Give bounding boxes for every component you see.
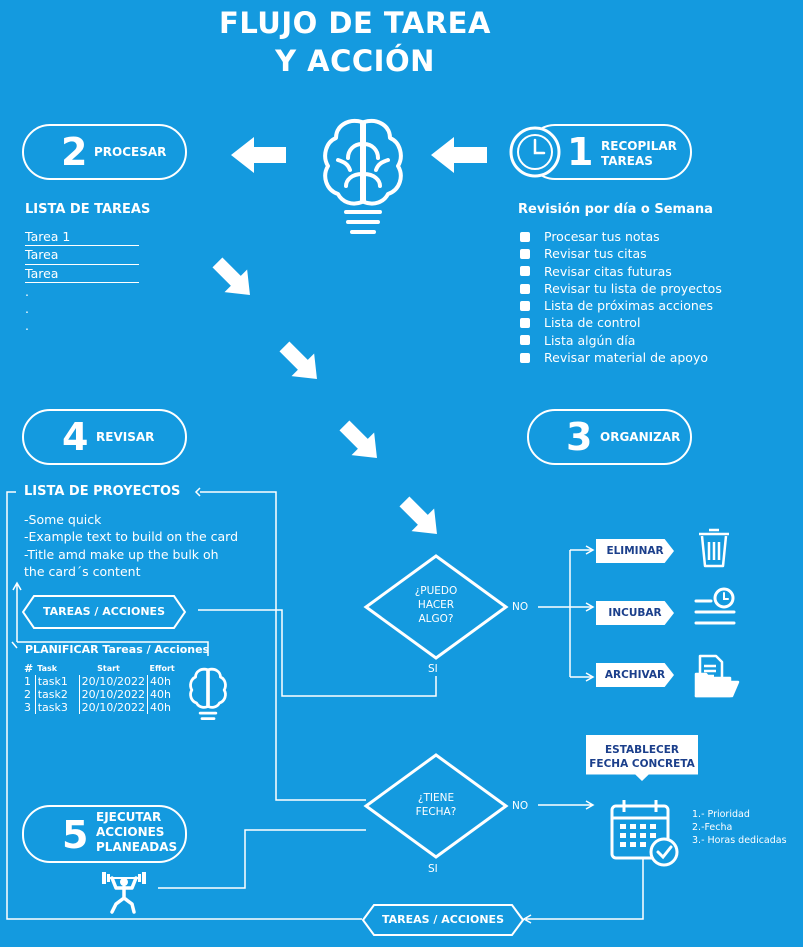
title-line-2: Y ACCIÓN (275, 44, 435, 78)
review-item: Lista algún día (520, 332, 722, 349)
step-2-card: 2 PROCESAR (22, 124, 187, 180)
brain-bulb-icon (323, 119, 403, 234)
step-1-label-1: RECOPILAR (601, 139, 677, 153)
date-box: ESTABLECER FECHA CONCRETA (586, 735, 698, 781)
clock-icon (509, 126, 561, 178)
task-dot: . (25, 301, 29, 317)
checkbox-icon (520, 318, 530, 329)
diag-arrow-3 (339, 420, 377, 458)
title-line-1: FLUJO DE TAREA (219, 6, 491, 40)
projects-heading: LISTA DE PROYECTOS (24, 484, 181, 499)
step-2-label: PROCESAR (94, 145, 167, 159)
plan-header-row: # Task Start Effort (24, 662, 175, 675)
task-dot: . (25, 283, 29, 299)
arrow-to-brain (431, 137, 487, 173)
review-item: Revisar tu lista de proyectos (520, 280, 722, 297)
step-1-number: 1 (567, 130, 594, 174)
step-4-label: REVISAR (96, 430, 155, 444)
review-list: Procesar tus notas Revisar tus citas Rev… (520, 228, 722, 366)
plan-left-line (11, 581, 209, 656)
tareas-acciones-label-1: TAREAS / ACCIONES (42, 605, 165, 618)
decision-1-no: NO (512, 601, 529, 613)
diag-arrow-2 (279, 341, 317, 379)
review-item: Lista de próximas acciones (520, 297, 722, 314)
checkbox-icon (520, 352, 530, 363)
priorities-list: 1.- Prioridad 2.-Fecha 3.- Horas dedicad… (692, 809, 787, 846)
decision-2-si: SI (428, 863, 438, 875)
incubate-clock-icon (694, 587, 736, 625)
decision-1-si: SI (428, 663, 438, 675)
review-heading: Revisión por día o Semana (518, 202, 713, 217)
review-item: Revisar citas futuras (520, 263, 722, 280)
projects-connector (194, 487, 366, 801)
arrow-to-procesar (231, 137, 286, 173)
checkbox-icon (520, 335, 530, 346)
file-folder-icon (694, 654, 740, 698)
step-1-label-2: TAREAS (601, 154, 653, 168)
task-dot: . (25, 318, 29, 334)
table-row: 1 task1 20/10/2022 40h (22, 675, 171, 688)
decision-2-text: ¿TIENE FECHA? (415, 792, 457, 818)
task-item: Tarea (25, 246, 139, 265)
table-row: 3 task3 20/10/2022 40h (22, 701, 171, 714)
decision-2-no: NO (512, 800, 529, 812)
task-item: Tarea 1 (25, 228, 139, 247)
eliminar-label: ELIMINAR (596, 539, 674, 563)
review-item: Revisar material de apoyo (520, 349, 722, 366)
tareas-acciones-shape-1 (22, 595, 186, 629)
review-item: Procesar tus notas (520, 228, 722, 245)
si-loop-1 (198, 609, 437, 697)
diamond-2 (363, 753, 509, 859)
step-5-card: 5 EJECUTAR ACCIONES PLANEADAS (22, 805, 187, 863)
step-3-label: ORGANIZAR (600, 430, 681, 444)
plan-table: # Task Start Effort 1 task1 20/10/2022 40h 2 ta… (22, 662, 177, 714)
bottom-loop (6, 491, 644, 924)
diag-arrow-1 (212, 257, 250, 295)
big-arrows (212, 137, 487, 534)
small-brain-bulb-icon (189, 667, 227, 720)
checkbox-icon (520, 300, 530, 311)
tareas-acciones-shape-2 (362, 904, 524, 936)
step-5-label-3: PLANEADAS (96, 840, 178, 854)
step-5-label-2: ACCIONES (96, 825, 165, 839)
plan-heading: PLANIFICAR Tareas / Acciones (25, 643, 210, 656)
checkbox-icon (520, 248, 530, 259)
review-item: Revisar tus citas (520, 245, 722, 262)
decision-1-text: ¿PUEDO HACER ALGO? (414, 585, 458, 625)
checkbox-icon (520, 283, 530, 294)
step-4-card: 4 REVISAR (22, 409, 187, 465)
archivar-label: ARCHIVAR (596, 663, 674, 687)
no-branch-1-arrows (585, 545, 595, 682)
calendar-check-icon (610, 800, 679, 867)
step-5-number: 5 (62, 813, 89, 857)
task-list-heading: LISTA DE TAREAS (25, 202, 151, 217)
step-4-number: 4 (62, 415, 89, 459)
no-branch-2 (538, 800, 595, 810)
step-3-number: 3 (566, 415, 593, 459)
checkbox-icon (520, 266, 530, 277)
step-2-number: 2 (61, 130, 88, 174)
step-5-label-1: EJECUTAR (96, 810, 162, 824)
tareas-acciones-label-2: TAREAS / ACCIONES (381, 913, 504, 926)
step-3-card: 3 ORGANIZAR (527, 409, 692, 465)
checkbox-icon (520, 231, 530, 242)
page-title: FLUJO DE TAREA Y ACCIÓN (0, 4, 710, 80)
no-branch-1 (538, 549, 592, 678)
projects-text: -Some quick -Example text to build on th… (24, 512, 239, 579)
incubar-label: INCUBAR (596, 601, 674, 625)
execute-connector (158, 829, 366, 889)
review-item: Lista de control (520, 314, 722, 331)
task-item: Tarea (25, 265, 139, 283)
diag-arrow-4 (399, 496, 437, 534)
diamond-1 (363, 554, 509, 660)
trash-icon (699, 528, 729, 568)
weightlifter-icon (102, 872, 146, 914)
table-row: 2 task2 20/10/2022 40h (22, 688, 171, 701)
task-list: Tarea 1 Tarea Tarea . . . (25, 228, 139, 335)
